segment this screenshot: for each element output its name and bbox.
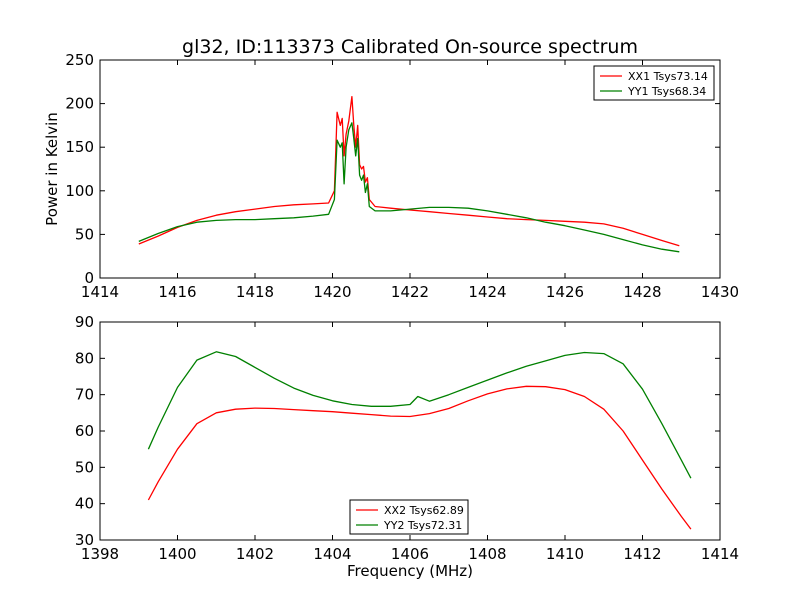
- y-tick-label-0-2: 100: [65, 182, 94, 200]
- x-tick-label-1-4: 1406: [391, 545, 429, 563]
- x-tick-label-0-3: 1420: [313, 283, 351, 301]
- y-tick-label-0-0: 0: [84, 269, 94, 287]
- x-tick-label-0-0: 1414: [81, 283, 119, 301]
- y-tick-label-0-1: 50: [75, 225, 94, 243]
- x-axis-label-1: Frequency (MHz): [347, 562, 473, 580]
- x-tick-label-1-8: 1414: [701, 545, 739, 563]
- x-tick-label-0-4: 1422: [391, 283, 429, 301]
- legend-label-0-0: XX1 Tsys73.14: [628, 70, 708, 83]
- x-tick-label-0-6: 1426: [546, 283, 584, 301]
- y-tick-label-1-1: 40: [75, 495, 94, 513]
- x-tick-label-1-5: 1408: [468, 545, 506, 563]
- x-tick-label-1-1: 1400: [158, 545, 196, 563]
- x-tick-label-1-6: 1410: [546, 545, 584, 563]
- y-tick-label-1-5: 80: [75, 349, 94, 367]
- chart-bottom-xx2-yy2: 1398 1400 1402 1404 1406 1408 1410 1412 1414 30 40…: [75, 313, 739, 580]
- legend-0: XX1 Tsys73.14 YY1 Tsys68.34: [593, 65, 715, 101]
- y-tick-label-1-0: 30: [75, 531, 94, 549]
- y-tick-label-1-4: 70: [75, 386, 94, 404]
- legend-label-1-0: XX2 Tsys62.89: [384, 504, 464, 517]
- y-tick-label-1-2: 50: [75, 458, 94, 476]
- chart-title: gl32, ID:113373 Calibrated On-source spe…: [182, 36, 638, 58]
- x-tick-label-0-5: 1424: [468, 283, 506, 301]
- x-tick-label-0-7: 1428: [623, 283, 661, 301]
- series-line-1-0: [147, 385, 692, 530]
- series-line-1-1: [147, 351, 692, 479]
- x-tick-label-1-3: 1404: [313, 545, 351, 563]
- x-tick-label-0-2: 1418: [236, 283, 274, 301]
- y-tick-label-1-6: 90: [75, 313, 94, 331]
- x-tick-label-1-0: 1398: [81, 545, 119, 563]
- legend-box-0: [593, 65, 715, 101]
- x-tick-label-1-7: 1412: [623, 545, 661, 563]
- legend-box-1: [349, 499, 469, 535]
- x-tick-label-1-2: 1402: [236, 545, 274, 563]
- legend-label-0-1: YY1 Tsys68.34: [627, 85, 706, 98]
- y-axis-label-0: Power in Kelvin: [43, 112, 61, 226]
- y-tick-label-1-3: 60: [75, 422, 94, 440]
- y-tick-label-0-3: 150: [65, 138, 94, 156]
- x-tick-label-0-1: 1416: [158, 283, 196, 301]
- y-tick-label-0-5: 250: [65, 51, 94, 69]
- legend-label-1-1: YY2 Tsys72.31: [383, 519, 462, 532]
- y-tick-label-0-4: 200: [65, 95, 94, 113]
- legend-1: XX2 Tsys62.89 YY2 Tsys72.31: [349, 499, 469, 535]
- x-tick-label-0-8: 1430: [701, 283, 739, 301]
- series-line-0-1: [138, 122, 680, 253]
- chart-top-xx1-yy1: 1414 1416 1418 1420 1422 1424 1426 1428 1430 0 50 1…: [43, 51, 739, 301]
